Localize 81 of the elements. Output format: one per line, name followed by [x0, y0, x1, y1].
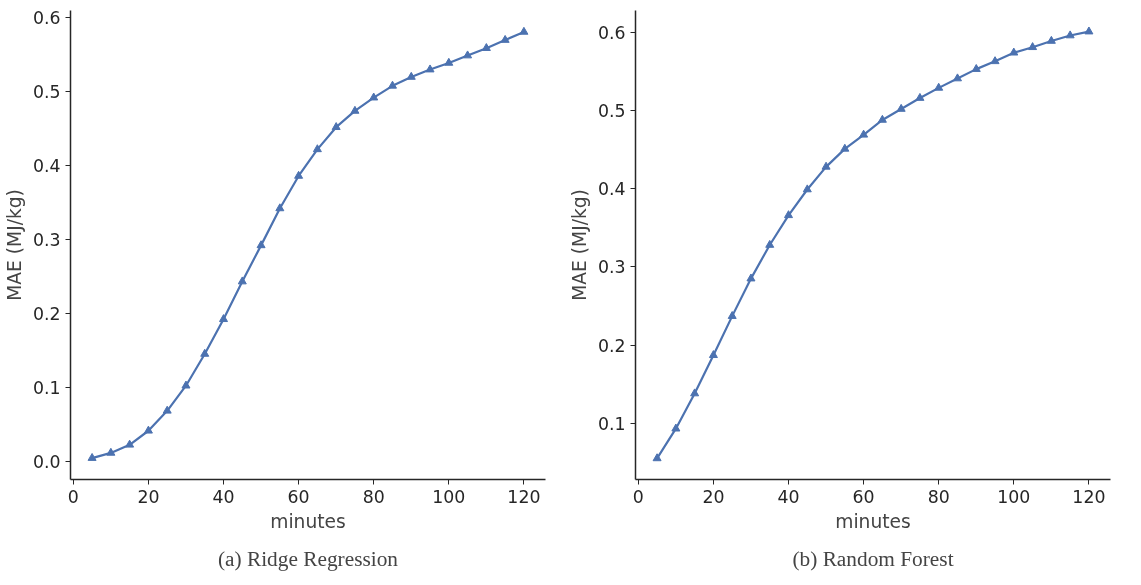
y-tick-label: 0.2 — [32, 303, 61, 324]
x-tick-label: 100 — [432, 486, 466, 507]
point — [181, 380, 191, 389]
y-tick-label: 0.5 — [32, 82, 61, 103]
point — [652, 453, 662, 462]
point — [387, 80, 397, 89]
point — [275, 203, 285, 212]
point — [971, 64, 981, 72]
point — [1028, 42, 1038, 51]
point — [1065, 30, 1075, 39]
point — [1084, 26, 1094, 35]
point — [143, 425, 153, 434]
x-tick-label: 100 — [997, 486, 1031, 507]
point — [425, 64, 435, 73]
x-tick-label: 60 — [287, 486, 310, 507]
x-tick-label: 40 — [212, 486, 235, 507]
x-tick-label: 80 — [362, 486, 385, 507]
point — [708, 350, 718, 359]
point — [1046, 35, 1056, 44]
x-tick-label: 40 — [777, 486, 800, 507]
x-tick-label: 80 — [927, 486, 950, 507]
y-tick-label: 0.0 — [32, 451, 61, 472]
y-tick-label: 0.4 — [597, 179, 626, 200]
point — [87, 452, 97, 461]
x-axis-title: minutes — [835, 510, 911, 532]
y-tick-label: 0.2 — [597, 335, 626, 356]
x-tick-label: 120 — [1072, 486, 1106, 507]
point — [200, 348, 210, 357]
point — [463, 50, 473, 59]
point — [802, 184, 812, 193]
x-tick-label: 0 — [67, 486, 79, 507]
point — [481, 43, 491, 51]
point — [125, 439, 135, 448]
point — [765, 239, 775, 248]
y-tick-label: 0.6 — [597, 22, 626, 43]
point — [162, 405, 172, 414]
text: (b) Random Forest — [792, 546, 954, 571]
point — [519, 26, 529, 35]
point — [294, 170, 304, 179]
y-tick-label: 0.1 — [32, 377, 61, 398]
point — [106, 447, 116, 456]
point — [350, 105, 360, 114]
point — [219, 314, 229, 323]
point — [690, 388, 700, 397]
y-tick-label: 0.3 — [32, 229, 61, 250]
point — [934, 82, 944, 91]
y-axis-title: MAE (MJ/kg) — [568, 189, 590, 301]
y-tick-label: 0.3 — [597, 257, 626, 278]
text: (a) Ridge Regression — [217, 546, 399, 571]
point — [369, 92, 379, 101]
point — [237, 276, 247, 285]
y-tick-label: 0.5 — [597, 101, 626, 122]
x-tick-label: 60 — [852, 486, 875, 507]
point — [727, 311, 737, 319]
point — [1009, 47, 1019, 56]
point — [784, 210, 794, 219]
point — [840, 143, 850, 152]
point — [915, 92, 925, 101]
x-tick-label: 20 — [137, 486, 160, 507]
x-axis-title: minutes — [270, 510, 346, 532]
point — [331, 122, 341, 131]
point — [312, 144, 322, 153]
x-tick-label: 20 — [702, 486, 725, 507]
y-axis-title: MAE (MJ/kg) — [3, 189, 25, 301]
point — [877, 114, 887, 123]
point — [821, 161, 831, 170]
y-tick-label: 0.1 — [597, 413, 626, 434]
point — [500, 34, 510, 43]
point — [444, 57, 454, 66]
point — [896, 103, 906, 112]
point — [671, 423, 681, 432]
point — [406, 71, 416, 80]
point — [952, 73, 962, 82]
point — [256, 240, 266, 249]
x-tick-label: 120 — [507, 486, 541, 507]
point — [859, 129, 869, 138]
point — [746, 273, 756, 282]
point — [990, 56, 1000, 65]
y-tick-label: 0.4 — [32, 156, 61, 177]
y-tick-label: 0.6 — [32, 8, 61, 29]
x-tick-label: 0 — [632, 486, 644, 507]
